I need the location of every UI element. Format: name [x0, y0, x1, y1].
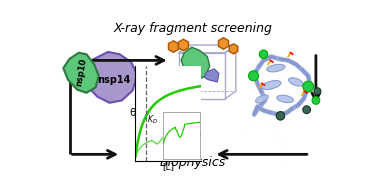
Text: nsp10: nsp10 — [74, 57, 88, 87]
X-axis label: [L]: [L] — [162, 162, 174, 171]
Text: nsp14: nsp14 — [97, 75, 131, 85]
Polygon shape — [179, 39, 188, 51]
Polygon shape — [218, 38, 229, 49]
Text: $K_D$: $K_D$ — [147, 113, 158, 125]
Circle shape — [312, 97, 320, 104]
Circle shape — [303, 81, 314, 92]
Circle shape — [259, 50, 268, 58]
Ellipse shape — [267, 64, 285, 72]
Circle shape — [276, 112, 285, 120]
Polygon shape — [85, 52, 137, 103]
Polygon shape — [181, 47, 210, 80]
Circle shape — [314, 88, 321, 95]
Ellipse shape — [262, 81, 281, 90]
Text: X-ray fragment screening: X-ray fragment screening — [113, 22, 272, 35]
Y-axis label: θ: θ — [129, 108, 136, 118]
Ellipse shape — [288, 78, 303, 86]
Ellipse shape — [277, 95, 293, 103]
Polygon shape — [63, 53, 99, 93]
Text: Biophysics: Biophysics — [159, 156, 226, 169]
Polygon shape — [204, 69, 219, 82]
Polygon shape — [229, 44, 238, 54]
Circle shape — [303, 106, 311, 114]
Circle shape — [249, 71, 259, 81]
Ellipse shape — [256, 95, 268, 103]
Polygon shape — [168, 41, 179, 52]
